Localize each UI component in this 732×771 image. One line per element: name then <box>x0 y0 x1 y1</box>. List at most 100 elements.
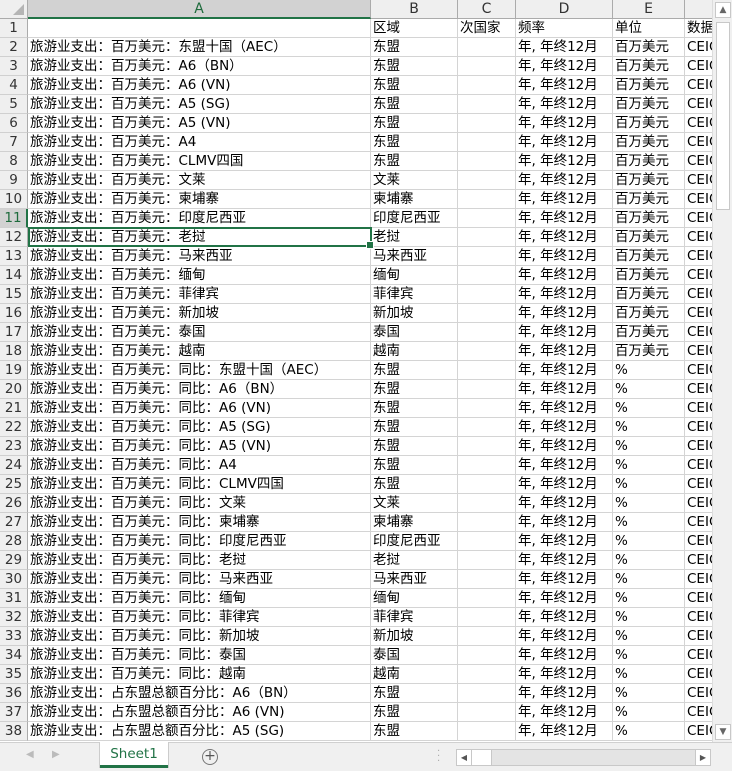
row-header[interactable]: 10 <box>0 190 28 209</box>
column-header-C[interactable]: C <box>458 0 516 19</box>
cell[interactable]: CEIC <box>685 228 712 247</box>
cell[interactable] <box>458 266 516 285</box>
cell[interactable]: 旅游业支出：百万美元：泰国 <box>28 323 371 342</box>
cell[interactable]: 旅游业支出：百万美元：菲律宾 <box>28 285 371 304</box>
cell[interactable]: 百万美元 <box>613 304 685 323</box>
cell[interactable] <box>458 418 516 437</box>
cell[interactable]: 东盟 <box>371 684 458 703</box>
cell[interactable]: 年, 年终12月 <box>516 551 613 570</box>
cell[interactable]: 百万美元 <box>613 152 685 171</box>
cell[interactable]: 旅游业支出：占东盟总额百分比：A5 (SG) <box>28 722 371 741</box>
row-header[interactable]: 23 <box>0 437 28 456</box>
cell[interactable]: 旅游业支出：百万美元：同比：泰国 <box>28 646 371 665</box>
cell[interactable] <box>458 57 516 76</box>
cell[interactable]: 年, 年终12月 <box>516 608 613 627</box>
cell[interactable]: 旅游业支出：百万美元：同比：柬埔寨 <box>28 513 371 532</box>
cell[interactable]: 百万美元 <box>613 342 685 361</box>
cell[interactable] <box>458 228 516 247</box>
horizontal-scroll-thumb[interactable] <box>472 750 492 765</box>
cell[interactable]: 年, 年终12月 <box>516 570 613 589</box>
row-header[interactable]: 27 <box>0 513 28 532</box>
cell[interactable]: 年, 年终12月 <box>516 38 613 57</box>
cell[interactable] <box>458 114 516 133</box>
cell[interactable]: 年, 年终12月 <box>516 266 613 285</box>
cell[interactable]: 文莱 <box>371 494 458 513</box>
cell[interactable]: CEIC <box>685 133 712 152</box>
row-header[interactable]: 8 <box>0 152 28 171</box>
cell[interactable] <box>458 380 516 399</box>
cell[interactable]: CEIC <box>685 475 712 494</box>
vertical-scroll-thumb[interactable] <box>716 22 730 210</box>
cell[interactable]: % <box>613 646 685 665</box>
row-header[interactable]: 9 <box>0 171 28 190</box>
row-header[interactable]: 5 <box>0 95 28 114</box>
cell[interactable]: 旅游业支出：百万美元：同比：A6（BN） <box>28 380 371 399</box>
cell[interactable]: CEIC <box>685 437 712 456</box>
cell[interactable]: 旅游业支出：百万美元：缅甸 <box>28 266 371 285</box>
row-header[interactable]: 3 <box>0 57 28 76</box>
cell[interactable]: 百万美元 <box>613 190 685 209</box>
cell[interactable]: 旅游业支出：百万美元：印度尼西亚 <box>28 209 371 228</box>
cell[interactable] <box>458 494 516 513</box>
cell[interactable]: 东盟 <box>371 456 458 475</box>
cell[interactable]: 百万美元 <box>613 57 685 76</box>
cell[interactable] <box>28 19 371 38</box>
cell[interactable]: 马来西亚 <box>371 570 458 589</box>
cell[interactable]: 旅游业支出：百万美元：同比：CLMV四国 <box>28 475 371 494</box>
cell[interactable] <box>458 608 516 627</box>
cell[interactable]: 东盟 <box>371 114 458 133</box>
cell[interactable]: 旅游业支出：百万美元：柬埔寨 <box>28 190 371 209</box>
cell[interactable]: % <box>613 589 685 608</box>
cell[interactable]: 泰国 <box>371 323 458 342</box>
cell[interactable]: 东盟 <box>371 703 458 722</box>
cell[interactable] <box>458 437 516 456</box>
cell[interactable]: 缅甸 <box>371 266 458 285</box>
cell[interactable]: 东盟 <box>371 152 458 171</box>
cell[interactable]: CEIC <box>685 38 712 57</box>
cell[interactable]: 旅游业支出：百万美元：文莱 <box>28 171 371 190</box>
cell[interactable]: % <box>613 494 685 513</box>
cell[interactable]: 东盟 <box>371 133 458 152</box>
row-header[interactable]: 15 <box>0 285 28 304</box>
cell[interactable]: 文莱 <box>371 171 458 190</box>
cell[interactable]: 旅游业支出：百万美元：同比：老挝 <box>28 551 371 570</box>
cell[interactable]: 次国家 <box>458 19 516 38</box>
column-header-E[interactable]: E <box>613 0 685 19</box>
cell[interactable]: 旅游业支出：占东盟总额百分比：A6（BN） <box>28 684 371 703</box>
row-header[interactable]: 6 <box>0 114 28 133</box>
cell[interactable]: 单位 <box>613 19 685 38</box>
cell[interactable] <box>458 304 516 323</box>
cell[interactable]: CEIC <box>685 304 712 323</box>
cell[interactable] <box>458 323 516 342</box>
row-header[interactable]: 20 <box>0 380 28 399</box>
cell[interactable]: % <box>613 532 685 551</box>
prev-sheet-icon[interactable]: ◀ <box>26 749 34 760</box>
cell[interactable]: CEIC <box>685 608 712 627</box>
cell[interactable]: CEIC <box>685 589 712 608</box>
cell[interactable] <box>458 247 516 266</box>
cell[interactable]: 东盟 <box>371 722 458 741</box>
cell[interactable]: 旅游业支出：百万美元：越南 <box>28 342 371 361</box>
cell[interactable]: 旅游业支出：百万美元：同比：印度尼西亚 <box>28 532 371 551</box>
cell[interactable]: % <box>613 380 685 399</box>
cell[interactable]: 年, 年终12月 <box>516 513 613 532</box>
cell[interactable]: CEIC <box>685 399 712 418</box>
scroll-down-icon[interactable]: ▼ <box>715 724 731 740</box>
cell[interactable]: CEIC <box>685 665 712 684</box>
cell[interactable]: 频率 <box>516 19 613 38</box>
cell[interactable]: 东盟 <box>371 418 458 437</box>
cell[interactable]: 旅游业支出：百万美元：同比：新加坡 <box>28 627 371 646</box>
cell[interactable]: CEIC <box>685 323 712 342</box>
cell[interactable]: 年, 年终12月 <box>516 646 613 665</box>
next-sheet-icon[interactable]: ▶ <box>52 749 60 760</box>
cell[interactable]: 年, 年终12月 <box>516 247 613 266</box>
row-header[interactable]: 7 <box>0 133 28 152</box>
cell[interactable]: 年, 年终12月 <box>516 532 613 551</box>
cell[interactable] <box>458 551 516 570</box>
row-header[interactable]: 21 <box>0 399 28 418</box>
cell[interactable] <box>458 513 516 532</box>
row-header[interactable]: 33 <box>0 627 28 646</box>
cell[interactable]: % <box>613 703 685 722</box>
row-header[interactable]: 19 <box>0 361 28 380</box>
scroll-left-icon[interactable]: ◀ <box>457 750 472 765</box>
